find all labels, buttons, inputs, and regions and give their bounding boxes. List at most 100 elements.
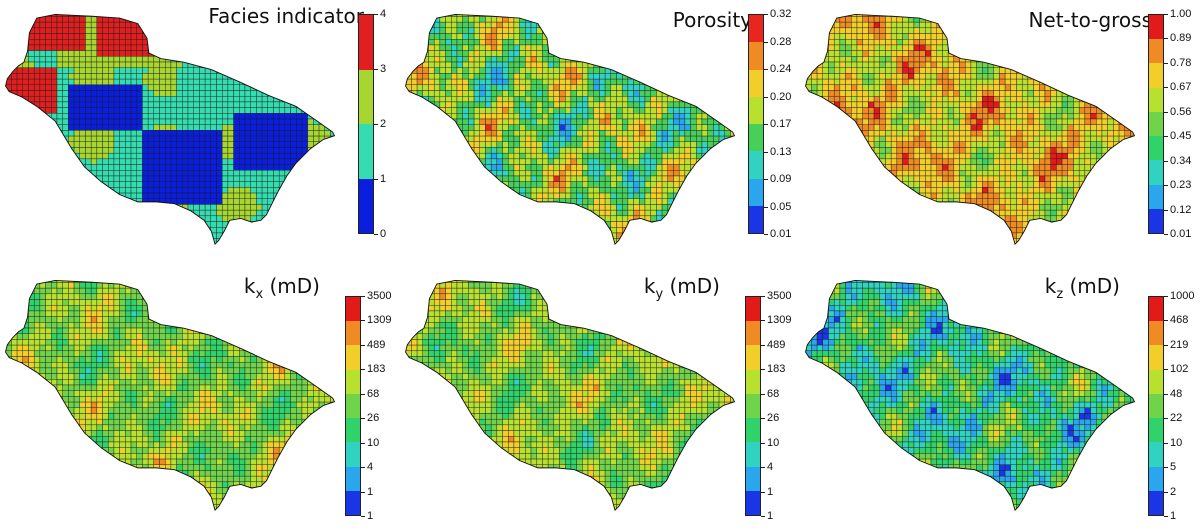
colorbar-label: 2	[1170, 485, 1177, 498]
colorbar-label: 2	[380, 118, 387, 130]
colorbar-tick	[1164, 185, 1168, 187]
panel-title: ky (mD)	[644, 274, 720, 302]
map-cells	[405, 280, 735, 511]
colorbar-segment	[1149, 393, 1163, 419]
title-main: k	[643, 274, 656, 298]
colorbar-label: 3500	[367, 290, 392, 302]
panel-title: kx (mD)	[244, 274, 320, 302]
colorbar	[345, 296, 361, 516]
colorbar-segment	[346, 345, 360, 370]
colorbar-label: 0.28	[770, 35, 792, 48]
colorbar-tick	[764, 124, 768, 125]
colorbar-label: 26	[767, 412, 780, 425]
map-cells	[805, 280, 1135, 511]
colorbar-label: 0.05	[770, 200, 792, 213]
colorbar-tick	[1164, 62, 1168, 64]
map-facies	[5, 13, 336, 246]
reservoir-outline	[805, 279, 1136, 512]
colorbar-segment	[1149, 208, 1163, 233]
reservoir-outline	[405, 13, 736, 246]
title-main: k	[1044, 274, 1057, 298]
colorbar-label: 468	[1170, 314, 1189, 327]
colorbar-label: 1	[367, 485, 374, 498]
colorbar-segment	[1149, 15, 1163, 40]
colorbar-tick	[1164, 38, 1168, 40]
colorbar-tick	[1164, 209, 1168, 211]
map-ntg	[805, 13, 1136, 246]
colorbar-label: 1309	[767, 314, 792, 327]
colorbar-label: 3	[380, 63, 387, 75]
colorbar-segment	[746, 393, 760, 419]
colorbar-tick	[1164, 111, 1168, 113]
colorbar-tick	[1164, 160, 1168, 162]
colorbar-label: 0.12	[1170, 203, 1192, 216]
colorbar-segment	[1149, 418, 1163, 443]
colorbar-tick	[361, 442, 365, 444]
colorbar-label: 0.67	[1170, 81, 1192, 94]
reservoir-outline	[805, 13, 1136, 246]
colorbar-segment	[1149, 490, 1163, 515]
colorbar-tick	[761, 491, 765, 493]
colorbar-tick	[374, 179, 378, 180]
colorbar	[358, 14, 374, 234]
colorbar-label: 1	[367, 510, 374, 522]
colorbar-tick	[1164, 136, 1168, 138]
colorbar-tick	[361, 491, 365, 493]
colorbar-tick	[761, 344, 765, 346]
colorbar-segment	[749, 205, 763, 233]
title-main: k	[243, 274, 256, 298]
colorbar-label: 0.24	[770, 63, 792, 75]
colorbar-segment	[746, 297, 760, 322]
colorbar-label: 68	[767, 387, 780, 400]
colorbar-segment	[346, 490, 360, 515]
colorbar	[745, 296, 761, 516]
colorbar-tick	[764, 234, 768, 235]
colorbar-label: 1309	[367, 314, 392, 327]
colorbar	[1148, 296, 1164, 516]
colorbar-tick	[1164, 320, 1168, 322]
colorbar-tick	[761, 467, 765, 469]
colorbar-label: 102	[1170, 363, 1189, 376]
colorbar-label: 10	[767, 436, 780, 449]
panel-ky: ky (mD) 3500 1309 489 183 68 26 10 4 1 1	[400, 266, 800, 531]
colorbar-tick	[761, 320, 765, 322]
colorbar-segment	[746, 490, 760, 515]
colorbar-segment	[749, 15, 763, 43]
colorbar	[1148, 14, 1164, 234]
colorbar-segment	[346, 369, 360, 394]
colorbar-segment	[746, 369, 760, 394]
colorbar-label: 48	[1170, 387, 1183, 400]
colorbar-segment	[1149, 87, 1163, 112]
colorbar-label: 0.23	[1170, 179, 1192, 192]
map-ky	[405, 279, 736, 512]
colorbar-label: 489	[767, 338, 786, 351]
colorbar-label: 1	[1170, 510, 1177, 522]
colorbar-tick	[1164, 491, 1168, 493]
colorbar-segment	[1149, 345, 1163, 370]
colorbar-segment	[749, 178, 763, 206]
panel-ntg: Net-to-gross 1.00 0.89 0.78 0.67 0.56 0.45 0.34…	[800, 0, 1200, 265]
title-subscript: y	[655, 287, 664, 302]
panel-facies: Facies indicator 4 3 2 1 0	[0, 0, 400, 265]
colorbar-tick	[1164, 442, 1168, 444]
panel-title: kz (mD)	[1045, 274, 1120, 302]
colorbar-tick	[1164, 516, 1168, 517]
colorbar-segment	[746, 345, 760, 370]
colorbar-tick	[361, 393, 365, 395]
colorbar-tick	[764, 206, 768, 208]
colorbar-segment	[1149, 136, 1163, 161]
colorbar-tick	[361, 320, 365, 322]
colorbar-tick	[374, 14, 378, 15]
map-kz	[805, 279, 1136, 512]
colorbar-segment	[749, 96, 763, 124]
map-cells	[805, 14, 1135, 245]
colorbar-label: 68	[367, 387, 380, 400]
title-unit: (mD)	[663, 274, 720, 298]
colorbar-label: 3500	[767, 290, 792, 302]
colorbar-segment	[749, 42, 763, 70]
colorbar-segment	[746, 466, 760, 491]
colorbar-label: 4	[367, 461, 374, 474]
colorbar-segment	[1149, 160, 1163, 185]
colorbar-tick	[764, 96, 768, 98]
colorbar-tick	[1164, 369, 1168, 371]
